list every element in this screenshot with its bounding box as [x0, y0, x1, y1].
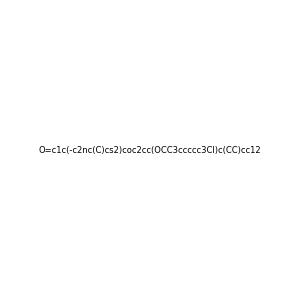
- Text: O=c1c(-c2nc(C)cs2)coc2cc(OCC3ccccc3Cl)c(CC)cc12: O=c1c(-c2nc(C)cs2)coc2cc(OCC3ccccc3Cl)c(…: [39, 146, 261, 154]
